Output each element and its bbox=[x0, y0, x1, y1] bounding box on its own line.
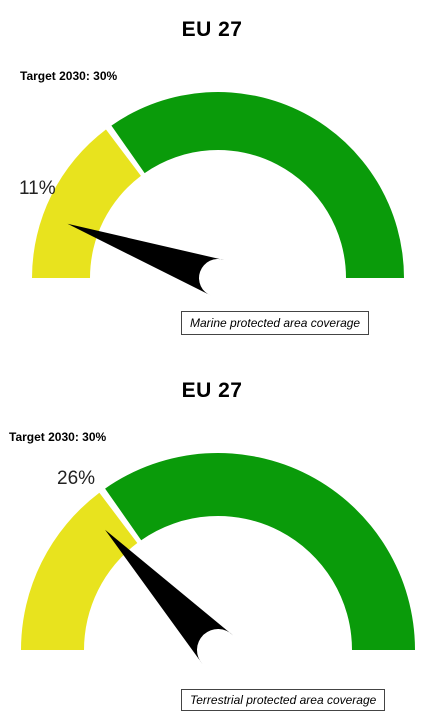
gauge-title: EU 27 bbox=[181, 379, 243, 402]
gauge-band-above-target bbox=[111, 91, 404, 278]
gauge-band-below-target bbox=[21, 492, 138, 650]
target-label: Target 2030: 30% bbox=[9, 430, 107, 444]
gauge-band-above-target bbox=[105, 453, 415, 650]
gauge-marine: EU 27 Target 2030: 30% 11% Marine protec… bbox=[0, 0, 424, 345]
gauge-needle bbox=[67, 223, 225, 296]
value-label: 11% bbox=[19, 178, 56, 199]
gauge-caption: Marine protected area coverage bbox=[181, 311, 370, 335]
gauge-needle bbox=[105, 529, 234, 665]
gauge-chart bbox=[32, 91, 404, 296]
gauge-title: EU 27 bbox=[181, 18, 243, 41]
gauge-band-below-target bbox=[32, 129, 141, 278]
target-label: Target 2030: 30% bbox=[20, 69, 118, 83]
value-label: 26% bbox=[57, 468, 96, 489]
gauge-caption: Terrestrial protected area coverage bbox=[181, 689, 386, 711]
